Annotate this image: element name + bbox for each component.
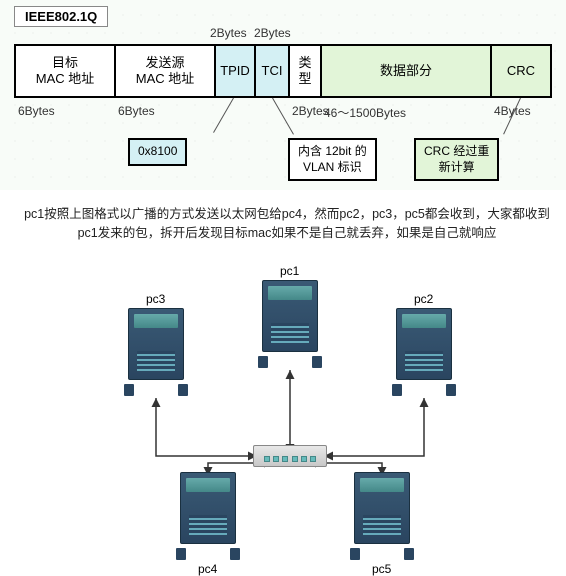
frame-field-0: 目标 MAC 地址 bbox=[16, 46, 116, 96]
server-pc2: pc2 bbox=[396, 308, 452, 396]
frame-field-1: 发送源 MAC 地址 bbox=[116, 46, 216, 96]
frame-field-3: TCI bbox=[256, 46, 290, 96]
server-pc1: pc1 bbox=[262, 280, 318, 368]
frame-field-bytes-0: 6Bytes bbox=[18, 104, 55, 118]
frame-header-section: IEEE802.1Q 2Bytes 2Bytes 目标 MAC 地址发送源 MA… bbox=[0, 0, 566, 190]
description-text: pc1按照上图格式以广播的方式发送以太网包给pc4，然而pc2，pc3，pc5都… bbox=[20, 205, 554, 243]
tpid-bytes-label: 2Bytes bbox=[210, 26, 247, 40]
server-label-pc2: pc2 bbox=[414, 292, 433, 306]
frame-field-6: CRC bbox=[492, 46, 550, 96]
network-switch bbox=[253, 445, 327, 467]
server-label-pc4: pc4 bbox=[198, 562, 217, 576]
server-label-pc5: pc5 bbox=[372, 562, 391, 576]
server-pc3: pc3 bbox=[128, 308, 184, 396]
callout-tpid-value: 0x8100 bbox=[128, 138, 187, 166]
frame-field-bytes-5: 46～1500Bytes bbox=[324, 104, 406, 121]
callout-tci-content: 内含 12bit 的 VLAN 标识 bbox=[288, 138, 377, 181]
server-pc5: pc5 bbox=[354, 472, 410, 560]
network-diagram: pc1 pc2 pc3 pc4 pc5 bbox=[0, 250, 566, 560]
frame-title: IEEE802.1Q bbox=[14, 6, 108, 27]
frame-field-5: 数据部分 bbox=[322, 46, 492, 96]
frame-field-2: TPID bbox=[216, 46, 256, 96]
server-label-pc3: pc3 bbox=[146, 292, 165, 306]
server-pc4: pc4 bbox=[180, 472, 236, 560]
frame-structure: 目标 MAC 地址发送源 MAC 地址TPIDTCI类 型数据部分CRC bbox=[14, 44, 552, 98]
frame-field-bytes-1: 6Bytes bbox=[118, 104, 155, 118]
server-label-pc1: pc1 bbox=[280, 264, 299, 278]
tci-bytes-label: 2Bytes bbox=[254, 26, 291, 40]
callout-crc-note: CRC 经过重 新计算 bbox=[414, 138, 499, 181]
frame-field-4: 类 型 bbox=[290, 46, 322, 96]
